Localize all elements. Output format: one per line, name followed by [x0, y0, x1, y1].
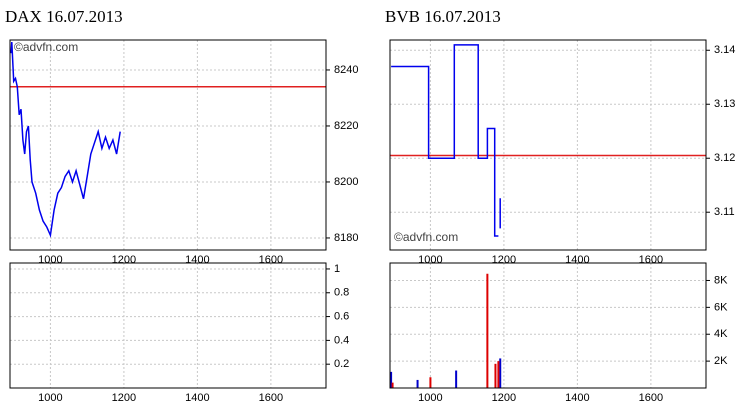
x-tick-label: 1600: [639, 392, 663, 404]
y-tick-label: 4K: [714, 328, 728, 340]
x-tick-label: 1600: [259, 392, 283, 404]
y-tick-label: 2K: [714, 355, 728, 367]
plot-frame: [389, 262, 707, 389]
volume-bar: [390, 371, 393, 388]
x-tick-label: 1200: [112, 392, 136, 404]
y-tick-label: 8240: [334, 64, 358, 76]
y-tick-label: 8200: [334, 176, 358, 188]
y-tick-label: 0.2: [334, 358, 349, 370]
volume-bar: [391, 382, 394, 388]
plot-frame: [9, 262, 327, 389]
y-tick-label: 8K: [714, 274, 728, 286]
volume-bar: [429, 377, 432, 388]
price-line: [391, 44, 501, 237]
y-tick-label: 0.6: [334, 310, 349, 322]
volume-bar: [499, 358, 502, 388]
x-tick-label: 1400: [565, 392, 589, 404]
x-tick-label: 1000: [418, 392, 442, 404]
y-tick-label: 0.8: [334, 287, 349, 299]
x-tick-label: 1200: [492, 392, 516, 404]
chart-title: BVB 16.07.2013: [385, 7, 501, 26]
watermark: ©advfn.com: [394, 230, 458, 244]
plot-frame: [389, 39, 707, 251]
y-tick-label: 6K: [714, 301, 728, 313]
watermark: ©advfn.com: [14, 40, 78, 54]
y-tick-label: 8180: [334, 232, 358, 244]
plot-frame: [9, 39, 327, 251]
chart-title: DAX 16.07.2013: [5, 7, 123, 26]
y-tick-label: 0.4: [334, 334, 349, 346]
x-tick-label: 1000: [38, 392, 62, 404]
y-tick-label: 1: [334, 263, 340, 275]
volume-bar: [494, 363, 497, 388]
y-tick-label: 3.12: [714, 152, 735, 164]
y-tick-label: 3.14: [714, 44, 735, 56]
x-tick-label: 1400: [185, 392, 209, 404]
price-line: [10, 41, 121, 238]
y-tick-label: 3.11: [714, 206, 735, 218]
volume-bar: [455, 370, 458, 388]
y-tick-label: 3.13: [714, 98, 735, 110]
volume-bar: [416, 379, 419, 388]
y-tick-label: 8220: [334, 120, 358, 132]
volume-bar: [497, 361, 500, 388]
volume-bar: [486, 273, 489, 388]
